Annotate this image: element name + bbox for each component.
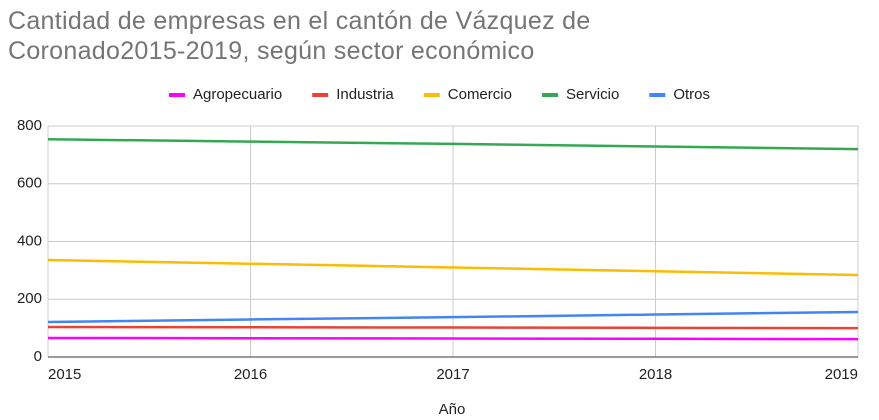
x-tick-label: 2017 bbox=[436, 366, 469, 383]
x-tick-label: 2015 bbox=[48, 366, 81, 383]
legend-label: Agropecuario bbox=[193, 86, 282, 103]
y-tick-label: 800 bbox=[17, 117, 42, 134]
x-tick-label: 2016 bbox=[234, 366, 267, 383]
y-tick-label: 0 bbox=[34, 348, 42, 365]
legend-label: Otros bbox=[673, 86, 710, 103]
legend-label: Servicio bbox=[566, 86, 619, 103]
legend-swatch bbox=[423, 93, 440, 97]
legend-swatch bbox=[312, 93, 329, 97]
y-tick-label: 400 bbox=[17, 232, 42, 249]
series-line bbox=[47, 258, 859, 277]
series-line bbox=[47, 336, 859, 341]
series-line bbox=[47, 310, 859, 324]
x-tick-label: 2018 bbox=[639, 366, 672, 383]
series-line bbox=[47, 325, 859, 330]
x-axis-label: Año bbox=[439, 401, 466, 418]
legend-label: Comercio bbox=[448, 86, 512, 103]
y-tick-label: 600 bbox=[17, 175, 42, 192]
legend-swatch bbox=[168, 93, 185, 97]
y-tick-label: 200 bbox=[17, 290, 42, 307]
series-line bbox=[47, 138, 859, 151]
chart-title: Cantidad de empresas en el cantón de Váz… bbox=[8, 7, 591, 65]
legend-label: Industria bbox=[336, 86, 394, 103]
x-tick-label: 2019 bbox=[825, 366, 858, 383]
legend-swatch bbox=[541, 93, 558, 97]
legend-swatch bbox=[649, 93, 666, 97]
